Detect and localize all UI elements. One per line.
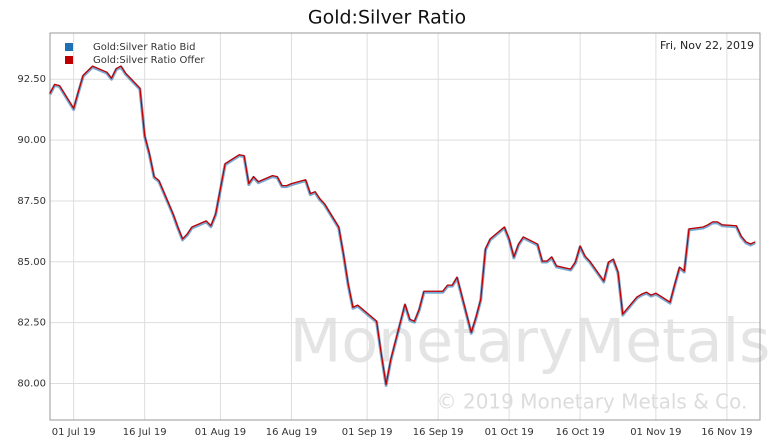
x-tick-label: 16 Oct 19 <box>556 427 605 438</box>
x-tick-label: 16 Sep 19 <box>413 427 464 438</box>
x-tick-label: 01 Sep 19 <box>342 427 393 438</box>
y-tick-label: 85.00 <box>17 257 46 268</box>
x-tick-label: 16 Jul 19 <box>123 427 167 438</box>
x-tick-label: 16 Nov 19 <box>701 427 752 438</box>
x-tick-label: 01 Aug 19 <box>195 427 246 438</box>
y-tick-label: 92.50 <box>17 74 46 85</box>
legend-swatch <box>65 43 73 51</box>
legend-label: Gold:Silver Ratio Offer <box>93 55 205 66</box>
y-tick-label: 82.50 <box>17 318 46 329</box>
watermark: MonetaryMetals <box>290 307 771 377</box>
x-tick-label: 01 Jul 19 <box>52 427 96 438</box>
y-tick-label: 80.00 <box>17 378 46 389</box>
legend-label: Gold:Silver Ratio Bid <box>93 42 195 53</box>
series-line <box>49 65 756 386</box>
y-tick-label: 87.50 <box>17 196 46 207</box>
legend-swatch <box>65 56 73 64</box>
x-tick-label: 16 Aug 19 <box>266 427 317 438</box>
y-tick-label: 90.00 <box>17 135 46 146</box>
x-tick-label: 01 Nov 19 <box>630 427 681 438</box>
copyright: © 2019 Monetary Metals & Co. <box>437 390 748 414</box>
x-tick-label: 01 Oct 19 <box>485 427 534 438</box>
chart-title: Gold:Silver Ratio <box>308 7 466 29</box>
plot-frame <box>49 32 761 421</box>
date-label: Fri, Nov 22, 2019 <box>660 39 754 52</box>
